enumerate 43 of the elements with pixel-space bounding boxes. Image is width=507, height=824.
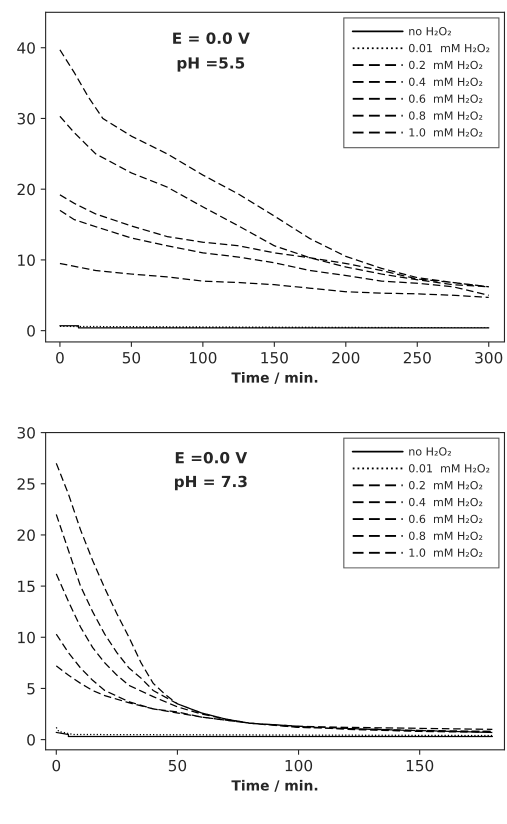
x-tick-label: 0 <box>52 760 60 772</box>
y-tick-label: 30 <box>18 427 35 439</box>
y-tick-label: 25 <box>18 478 35 490</box>
legend-label: 0.8 mM H₂O₂ <box>409 111 482 120</box>
x-tick-label: 0 <box>56 352 64 364</box>
legend-label: 1.0 mM H₂O₂ <box>409 128 482 137</box>
x-axis-title: Time / min. <box>231 372 318 384</box>
legend-label: 0.01 mM H₂O₂ <box>409 464 490 473</box>
legend-label: 0.6 mM H₂O₂ <box>409 514 482 524</box>
y-tick-label: 0 <box>27 734 35 746</box>
x-axis-title: Time / min. <box>231 780 318 792</box>
x-tick-label: 150 <box>261 352 288 364</box>
y-tick-label: 20 <box>18 184 35 196</box>
y-tick-label: 20 <box>18 529 35 541</box>
legend-label: 0.4 mM H₂O₂ <box>409 498 482 506</box>
y-tick-label: 0 <box>27 325 35 337</box>
x-tick-label: 100 <box>190 352 216 364</box>
legend-label: 1.0 mM H₂O₂ <box>409 548 482 557</box>
x-tick-label: 200 <box>332 352 360 364</box>
x-tick-label: 100 <box>286 760 312 772</box>
annotation: E = 0.0 V <box>173 32 250 44</box>
x-tick-label: 250 <box>404 352 431 364</box>
legend-label: 0.01 mM H₂O₂ <box>409 44 490 52</box>
legend-label: no H₂O₂ <box>409 447 451 456</box>
x-tick-label: 150 <box>406 760 434 772</box>
annotation: E =0.0 V <box>176 452 248 464</box>
legend-label: 0.2 mM H₂O₂ <box>409 480 482 490</box>
legend-label: 0.6 mM H₂O₂ <box>409 94 482 103</box>
legend-label: 0.4 mM H₂O₂ <box>409 78 482 86</box>
y-tick-label: 30 <box>18 112 35 124</box>
legend-label: 0.8 mM H₂O₂ <box>409 532 482 540</box>
y-tick-label: 40 <box>17 42 35 54</box>
annotation: pH =5.5 <box>178 57 244 72</box>
legend-label: no H₂O₂ <box>409 27 451 36</box>
annotation: pH = 7.3 <box>174 476 247 490</box>
x-tick-label: 300 <box>475 352 502 364</box>
x-tick-label: 50 <box>122 352 140 364</box>
y-tick-label: 10 <box>18 254 35 266</box>
y-tick-label: 5 <box>27 683 35 694</box>
x-tick-label: 50 <box>168 760 186 772</box>
y-tick-label: 15 <box>18 580 35 592</box>
legend-label: 0.2 mM H₂O₂ <box>409 60 482 70</box>
y-tick-label: 10 <box>18 632 35 644</box>
